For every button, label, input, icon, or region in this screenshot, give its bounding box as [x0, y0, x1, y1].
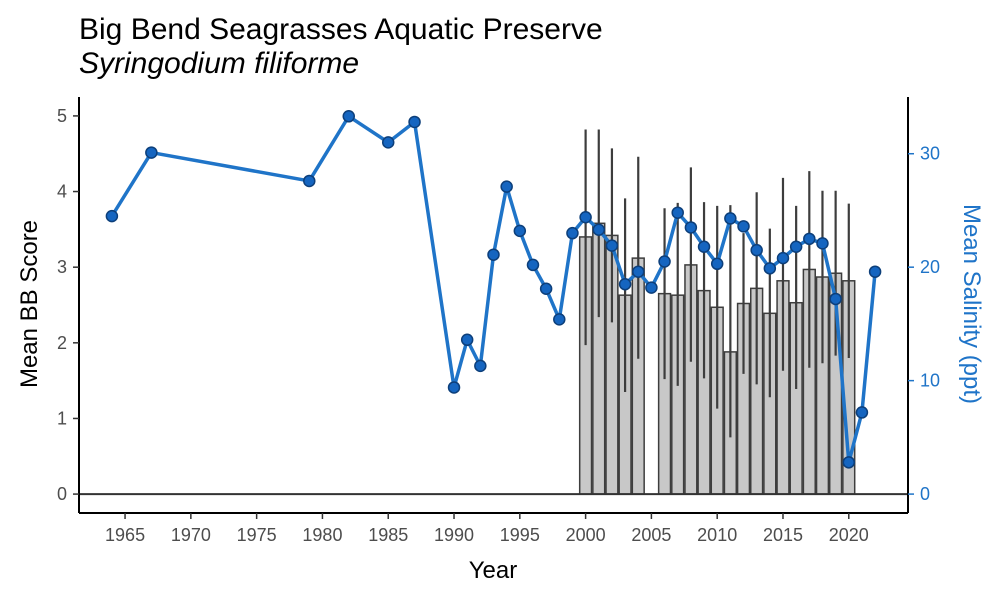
salinity-point-2003 [618, 277, 632, 291]
salinity-point-2022 [868, 265, 882, 278]
salinity-point-1991 [460, 333, 474, 347]
salinity-point-1993 [487, 248, 500, 261]
y-left-tick-label-4: 4 [57, 182, 67, 202]
x-tick-label-1995: 1995 [500, 525, 540, 545]
x-tick-label-1965: 1965 [105, 525, 145, 545]
salinity-point-2002 [605, 239, 619, 252]
salinity-point-2009 [697, 240, 711, 254]
salinity-point-2000 [579, 211, 592, 224]
salinity-point-1964 [105, 209, 119, 223]
salinity-points-layer [105, 110, 882, 469]
x-tick-label-2010: 2010 [697, 525, 737, 545]
y-left-tick-label-0: 0 [57, 484, 67, 504]
y-right-tick-label-30: 30 [920, 144, 940, 164]
salinity-point-2008 [684, 221, 698, 234]
x-tick-label-1990: 1990 [434, 525, 474, 545]
salinity-point-2007 [671, 206, 684, 219]
salinity-point-1997 [539, 282, 553, 295]
salinity-point-1967 [145, 146, 158, 159]
x-tick-label-2005: 2005 [631, 525, 671, 545]
error-bars-layer [584, 129, 850, 438]
salinity-point-1999 [566, 226, 579, 240]
y-right-tick-label-0: 0 [920, 484, 930, 504]
salinity-point-2021 [855, 406, 869, 419]
y-right-ticks-layer: 0 10 20 30 [908, 144, 940, 504]
salinity-point-1982 [342, 110, 355, 123]
x-tick-label-2020: 2020 [829, 525, 869, 545]
salinity-point-1995 [513, 224, 527, 238]
salinity-point-1987 [408, 115, 421, 129]
salinity-point-2014 [763, 262, 777, 275]
salinity-point-1979 [303, 174, 316, 188]
salinity-point-2006 [658, 255, 671, 268]
x-tick-label-1970: 1970 [171, 525, 211, 545]
x-tick-label-1980: 1980 [302, 525, 342, 545]
y-left-tick-label-5: 5 [57, 106, 67, 126]
salinity-point-2013 [750, 243, 763, 257]
y-left-ticks-layer: 0 1 2 3 4 5 [57, 106, 79, 504]
salinity-point-1992 [474, 359, 487, 373]
salinity-point-2001 [592, 223, 606, 236]
salinity-point-2011 [724, 212, 737, 225]
salinity-point-2019 [829, 292, 842, 306]
x-tick-label-2000: 2000 [566, 525, 606, 545]
salinity-point-2004 [632, 265, 645, 278]
salinity-point-2015 [776, 251, 790, 265]
y-right-tick-label-20: 20 [920, 257, 940, 277]
salinity-point-2018 [816, 237, 829, 250]
salinity-point-2017 [803, 232, 816, 246]
salinity-point-1998 [553, 313, 566, 326]
y-left-tick-label-2: 2 [57, 333, 67, 353]
salinity-point-1994 [500, 180, 513, 193]
x-tick-label-1975: 1975 [237, 525, 277, 545]
y-right-axis-title: Mean Salinity (ppt) [958, 204, 985, 404]
y-left-axis-title: Mean BB Score [16, 220, 43, 388]
salinity-point-1985 [381, 136, 395, 149]
salinity-point-2016 [789, 240, 803, 254]
salinity-point-1996 [526, 258, 540, 272]
x-tick-label-1985: 1985 [368, 525, 408, 545]
salinity-point-2010 [710, 257, 724, 271]
y-left-tick-label-3: 3 [57, 257, 67, 277]
x-ticks-layer: 1965 1970 1975 1980 1985 1990 1995 2000 2005 2010… [105, 513, 869, 545]
salinity-point-2012 [737, 220, 750, 233]
salinity-point-2020 [842, 456, 856, 469]
chart-title: Big Bend Seagrasses Aquatic Preserve [79, 13, 603, 46]
chart-subtitle: Syringodium filiforme [79, 47, 359, 80]
salinity-point-1990 [447, 381, 461, 394]
y-left-tick-label-1: 1 [57, 408, 67, 428]
y-right-tick-label-10: 10 [920, 371, 940, 391]
salinity-point-2005 [645, 281, 658, 294]
x-tick-label-2015: 2015 [763, 525, 803, 545]
x-axis-title: Year [469, 557, 518, 584]
axes-layer [78, 97, 909, 514]
